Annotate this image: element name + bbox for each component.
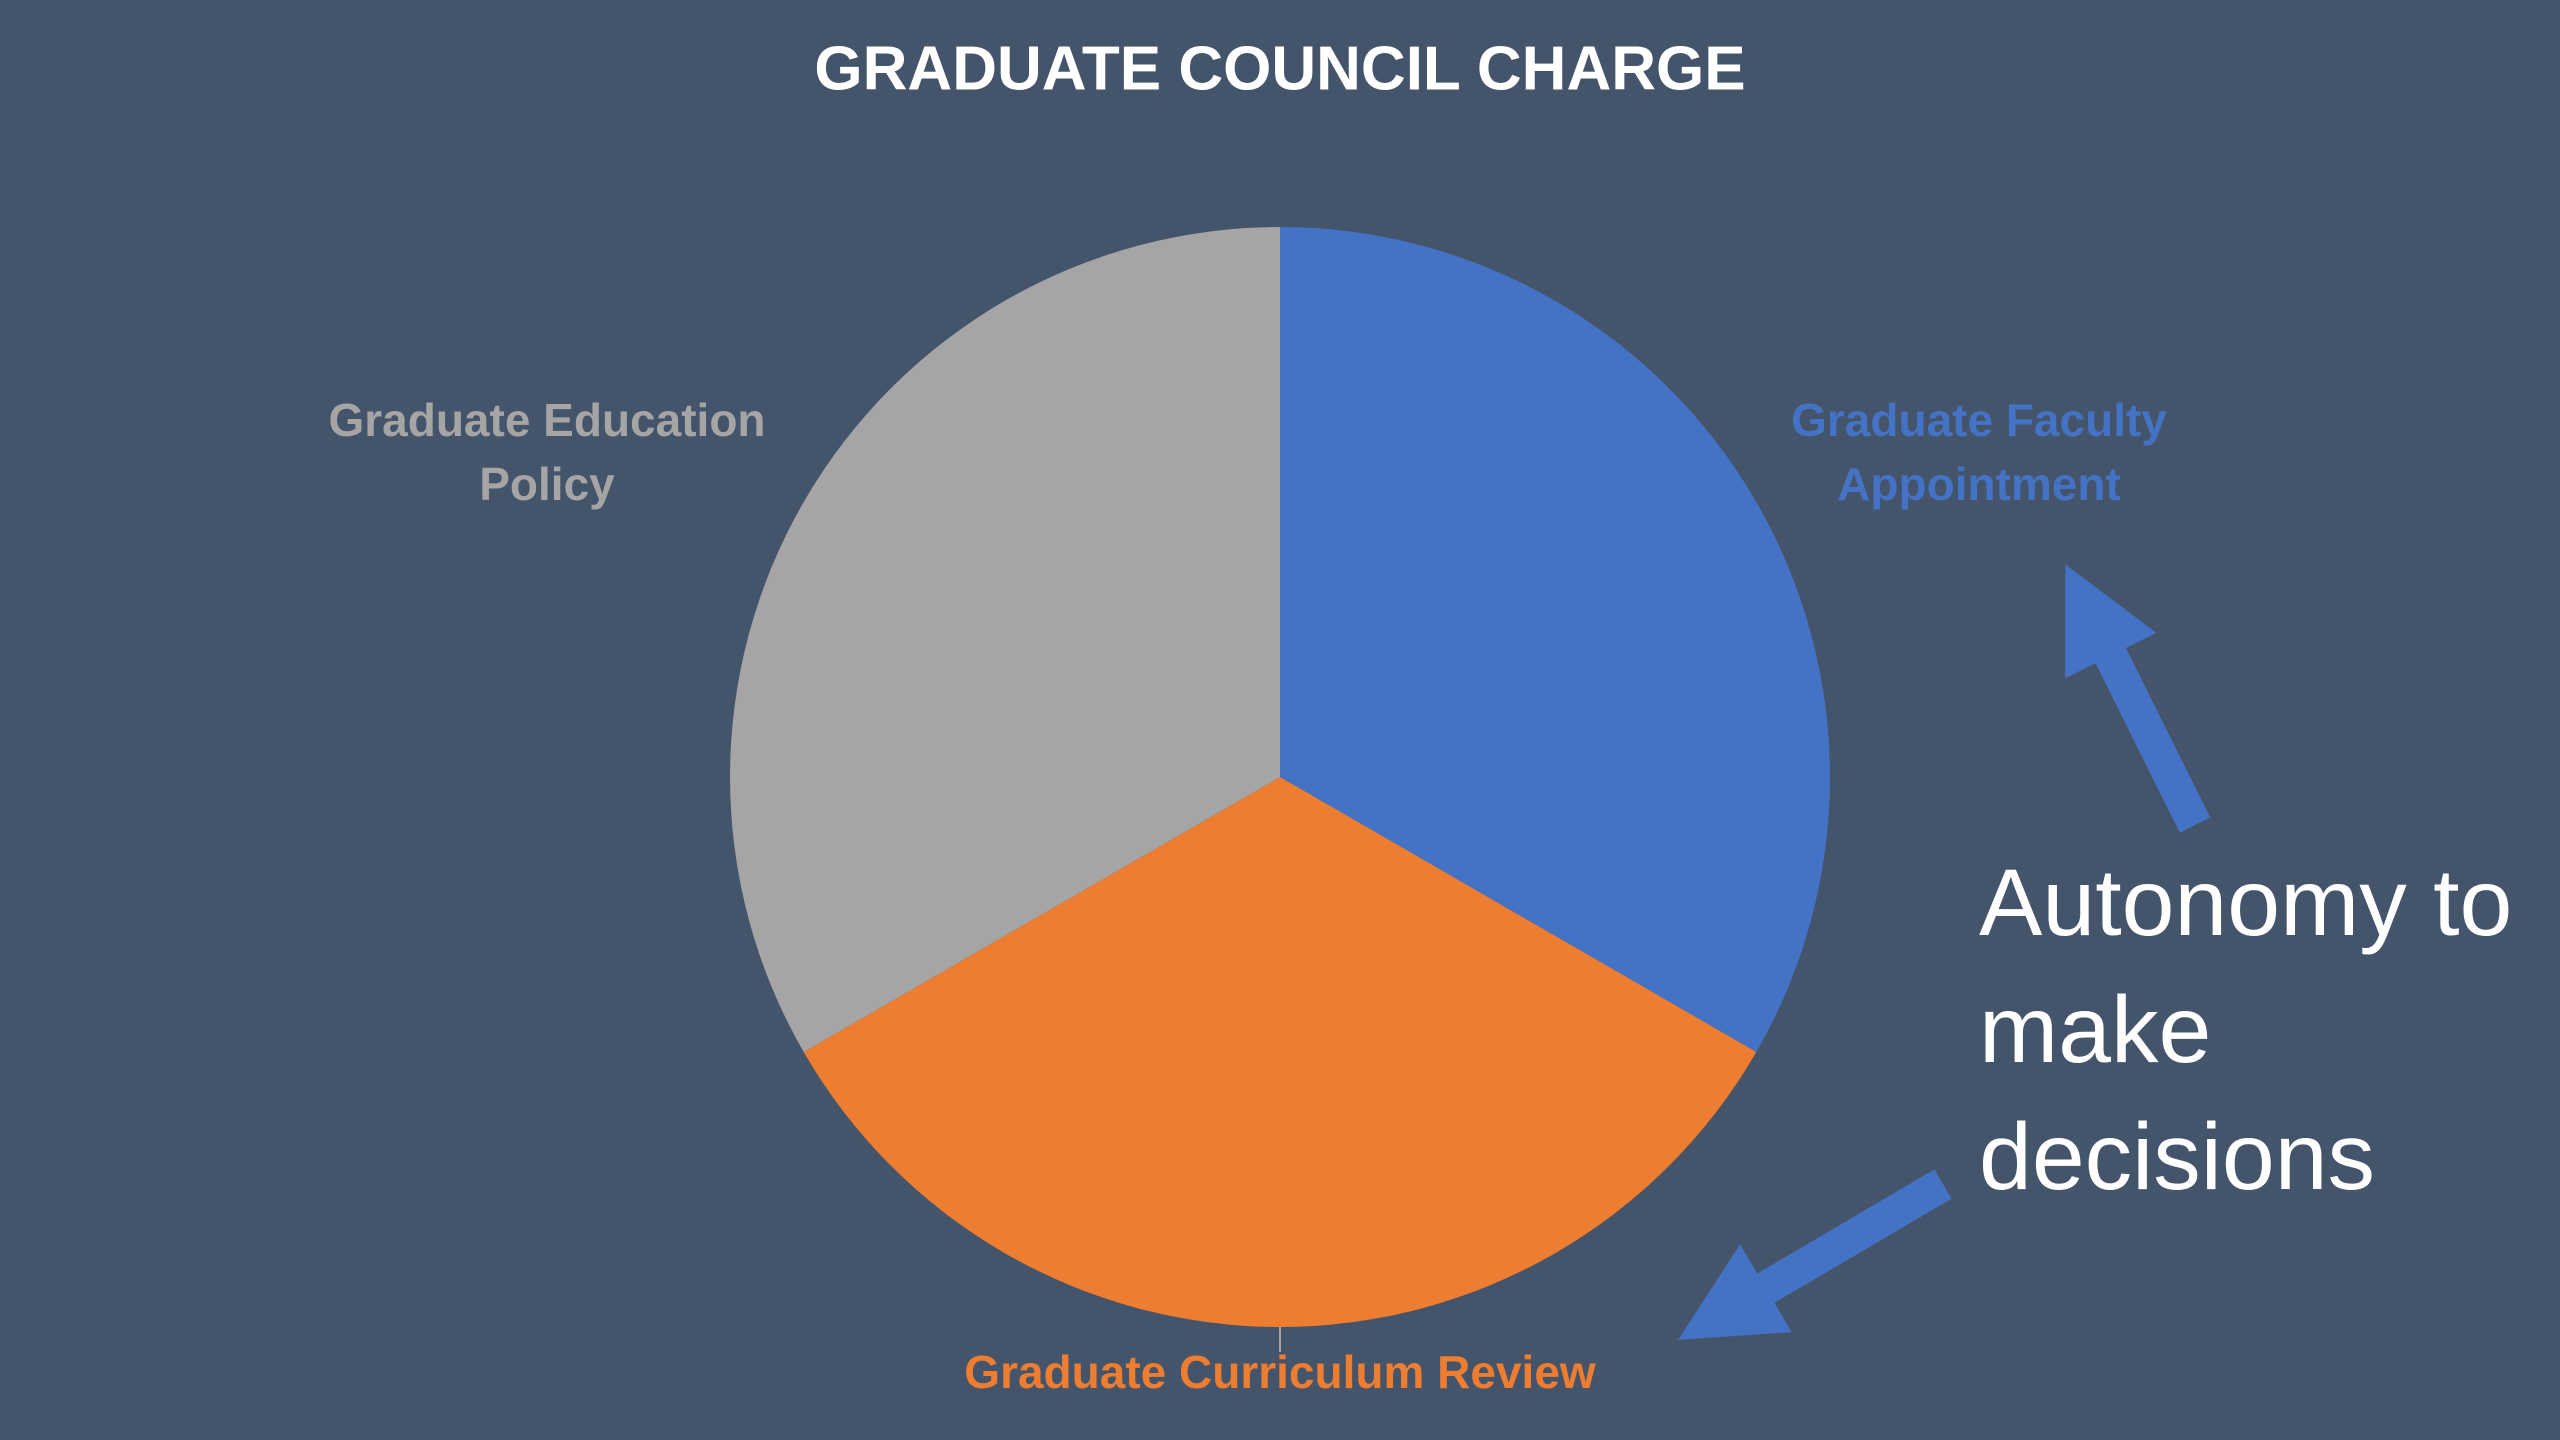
pie: [730, 227, 1830, 1327]
chart-title: GRADUATE COUNCIL CHARGE: [814, 34, 1746, 104]
slice-label: Graduate Education Policy: [328, 394, 766, 510]
arrow: [1678, 1169, 1952, 1340]
arrow: [2065, 564, 2211, 833]
pie-slice: [1280, 227, 1830, 1052]
annotation: Autonomy to make decisions: [1979, 850, 2513, 1210]
slice-label: Graduate Curriculum Review: [964, 1346, 1596, 1398]
slice-label: Graduate Faculty Appointment: [1791, 394, 2167, 510]
pie-slice: [730, 227, 1280, 1052]
